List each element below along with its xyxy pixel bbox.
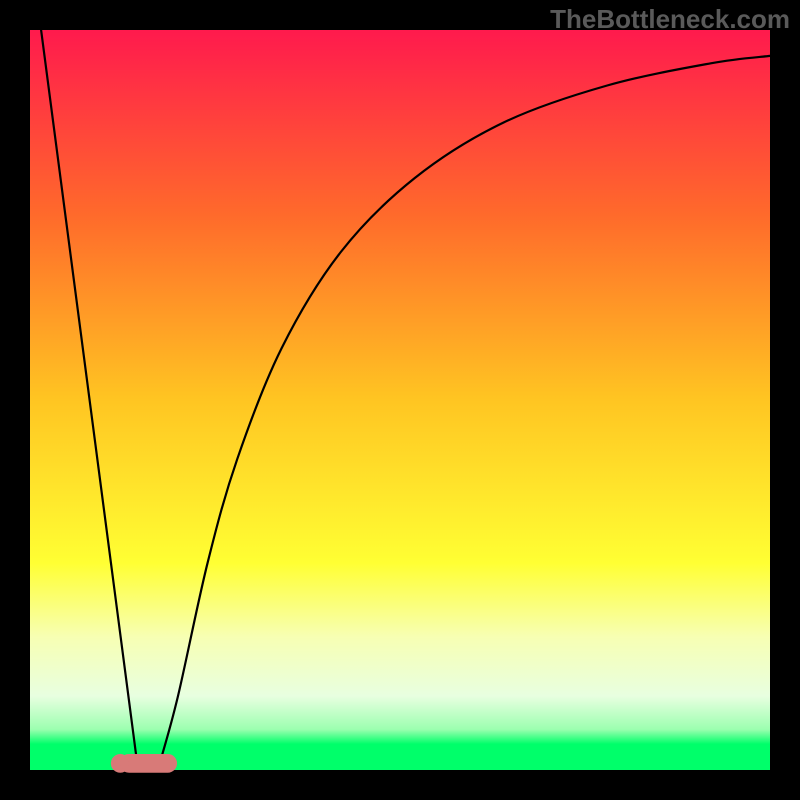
watermark-text: TheBottleneck.com — [550, 4, 790, 35]
plot-background — [30, 30, 770, 770]
optimal-marker — [111, 754, 176, 772]
chart-root: TheBottleneck.com — [0, 0, 800, 800]
bottleneck-chart — [0, 0, 800, 800]
